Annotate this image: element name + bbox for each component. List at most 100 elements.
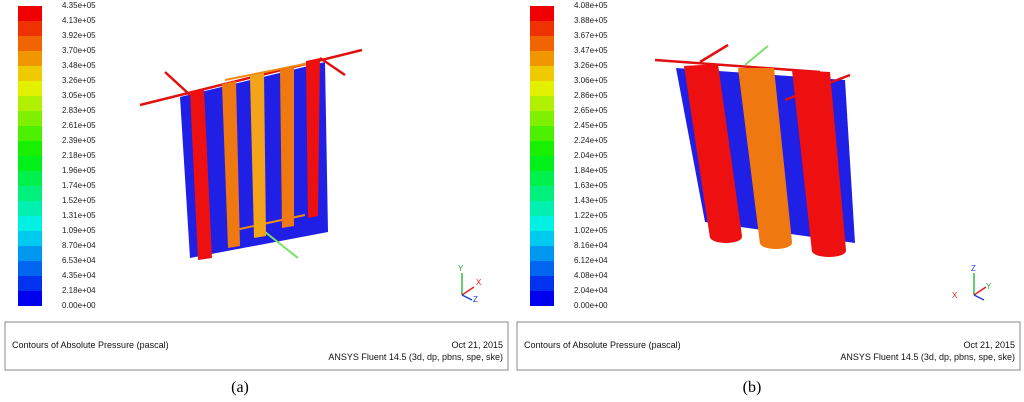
- pipe: [699, 43, 729, 64]
- legend-label: 3.70e+05: [62, 46, 96, 55]
- software: ANSYS Fluent 14.5 (3d, dp, pbns, spe, sk…: [328, 352, 503, 362]
- legend-label: 2.18e+04: [62, 286, 96, 295]
- color-band: [530, 96, 554, 111]
- legend-label: 8.70e+04: [62, 241, 96, 250]
- tube: [190, 89, 212, 260]
- legend-label: 1.09e+05: [62, 226, 96, 235]
- legend-label: 3.26e+05: [574, 61, 608, 70]
- legend-label: 4.35e+04: [62, 271, 96, 280]
- legend-label: 4.08e+04: [574, 271, 608, 280]
- color-band: [530, 111, 554, 126]
- color-band: [530, 6, 554, 21]
- color-band: [530, 126, 554, 141]
- color-band: [18, 81, 42, 96]
- color-band: [530, 141, 554, 156]
- triad-axis: [461, 286, 475, 296]
- caption: Contours of Absolute Pressure (pascal): [12, 340, 169, 350]
- caption-box: [516, 321, 1021, 371]
- panel-label: (a): [231, 379, 249, 396]
- pipe: [319, 56, 346, 77]
- legend-label: 2.61e+05: [62, 121, 96, 130]
- panel-label: (b): [743, 379, 762, 396]
- tube: [306, 58, 320, 218]
- legend-label: 1.02e+05: [574, 226, 608, 235]
- legend-label: 4.08e+05: [574, 1, 608, 10]
- color-band: [18, 36, 42, 51]
- pipe: [744, 45, 769, 66]
- tube: [738, 68, 792, 244]
- legend-label: 3.26e+05: [62, 76, 96, 85]
- legend-label: 0.00e+00: [62, 301, 96, 310]
- tube: [250, 73, 266, 238]
- tube-end: [710, 231, 742, 243]
- color-band: [530, 81, 554, 96]
- software: ANSYS Fluent 14.5 (3d, dp, pbns, spe, sk…: [840, 352, 1015, 362]
- color-band: [18, 126, 42, 141]
- date: Oct 21, 2015: [963, 340, 1015, 350]
- color-band: [18, 291, 42, 306]
- model-b: [654, 43, 855, 257]
- legend-label: 2.04e+05: [574, 151, 608, 160]
- tube-end: [812, 245, 846, 257]
- legend-label: 2.86e+05: [574, 91, 608, 100]
- legend-label: 4.13e+05: [62, 16, 96, 25]
- color-band: [18, 171, 42, 186]
- axis-letter: Y: [458, 264, 464, 273]
- tube: [280, 66, 294, 228]
- color-band: [18, 96, 42, 111]
- legend-label: 6.53e+04: [62, 256, 96, 265]
- legend-label: 8.16e+04: [574, 241, 608, 250]
- color-band: [530, 261, 554, 276]
- pipe: [224, 61, 316, 81]
- legend-label: 2.45e+05: [574, 121, 608, 130]
- model-a: [139, 48, 363, 260]
- color-band: [530, 171, 554, 186]
- legend-label: 1.84e+05: [574, 166, 608, 175]
- caption: Contours of Absolute Pressure (pascal): [524, 340, 681, 350]
- color-band: [18, 21, 42, 36]
- legend-label: 1.74e+05: [62, 181, 96, 190]
- legend-label: 3.06e+05: [574, 76, 608, 85]
- pipe: [164, 71, 191, 96]
- legend-label: 0.00e+00: [574, 301, 608, 310]
- triad-axis: [461, 294, 473, 301]
- triad-axis: [973, 286, 987, 296]
- axis-letter: Z: [473, 295, 478, 304]
- color-band: [530, 51, 554, 66]
- legend-label: 2.18e+05: [62, 151, 96, 160]
- color-band: [530, 291, 554, 306]
- color-band: [18, 246, 42, 261]
- color-band: [18, 66, 42, 81]
- legend-label: 6.12e+04: [574, 256, 608, 265]
- legend-label: 1.31e+05: [62, 211, 96, 220]
- caption-box: [4, 321, 509, 371]
- color-band: [18, 141, 42, 156]
- legend-label: 2.65e+05: [574, 106, 608, 115]
- color-band: [18, 51, 42, 66]
- legend-label: 1.22e+05: [574, 211, 608, 220]
- color-band: [18, 6, 42, 21]
- tube: [222, 81, 240, 248]
- legend-label: 2.83e+05: [62, 106, 96, 115]
- axis-letter: X: [952, 291, 958, 300]
- color-band: [530, 156, 554, 171]
- axis-letter: Z: [971, 264, 976, 273]
- color-band: [18, 261, 42, 276]
- legend-label: 2.39e+05: [62, 136, 96, 145]
- pipe: [264, 231, 299, 259]
- legend-label: 1.43e+05: [574, 196, 608, 205]
- color-band: [18, 201, 42, 216]
- color-band: [18, 111, 42, 126]
- axis-letter: X: [476, 278, 482, 287]
- color-band: [18, 186, 42, 201]
- legend-label: 2.24e+05: [574, 136, 608, 145]
- color-band: [18, 216, 42, 231]
- color-band: [530, 216, 554, 231]
- color-band: [530, 36, 554, 51]
- color-band: [530, 21, 554, 36]
- legend-label: 1.52e+05: [62, 196, 96, 205]
- legend-label: 4.35e+05: [62, 1, 96, 10]
- color-band: [530, 231, 554, 246]
- color-band: [530, 246, 554, 261]
- legend-label: 1.63e+05: [574, 181, 608, 190]
